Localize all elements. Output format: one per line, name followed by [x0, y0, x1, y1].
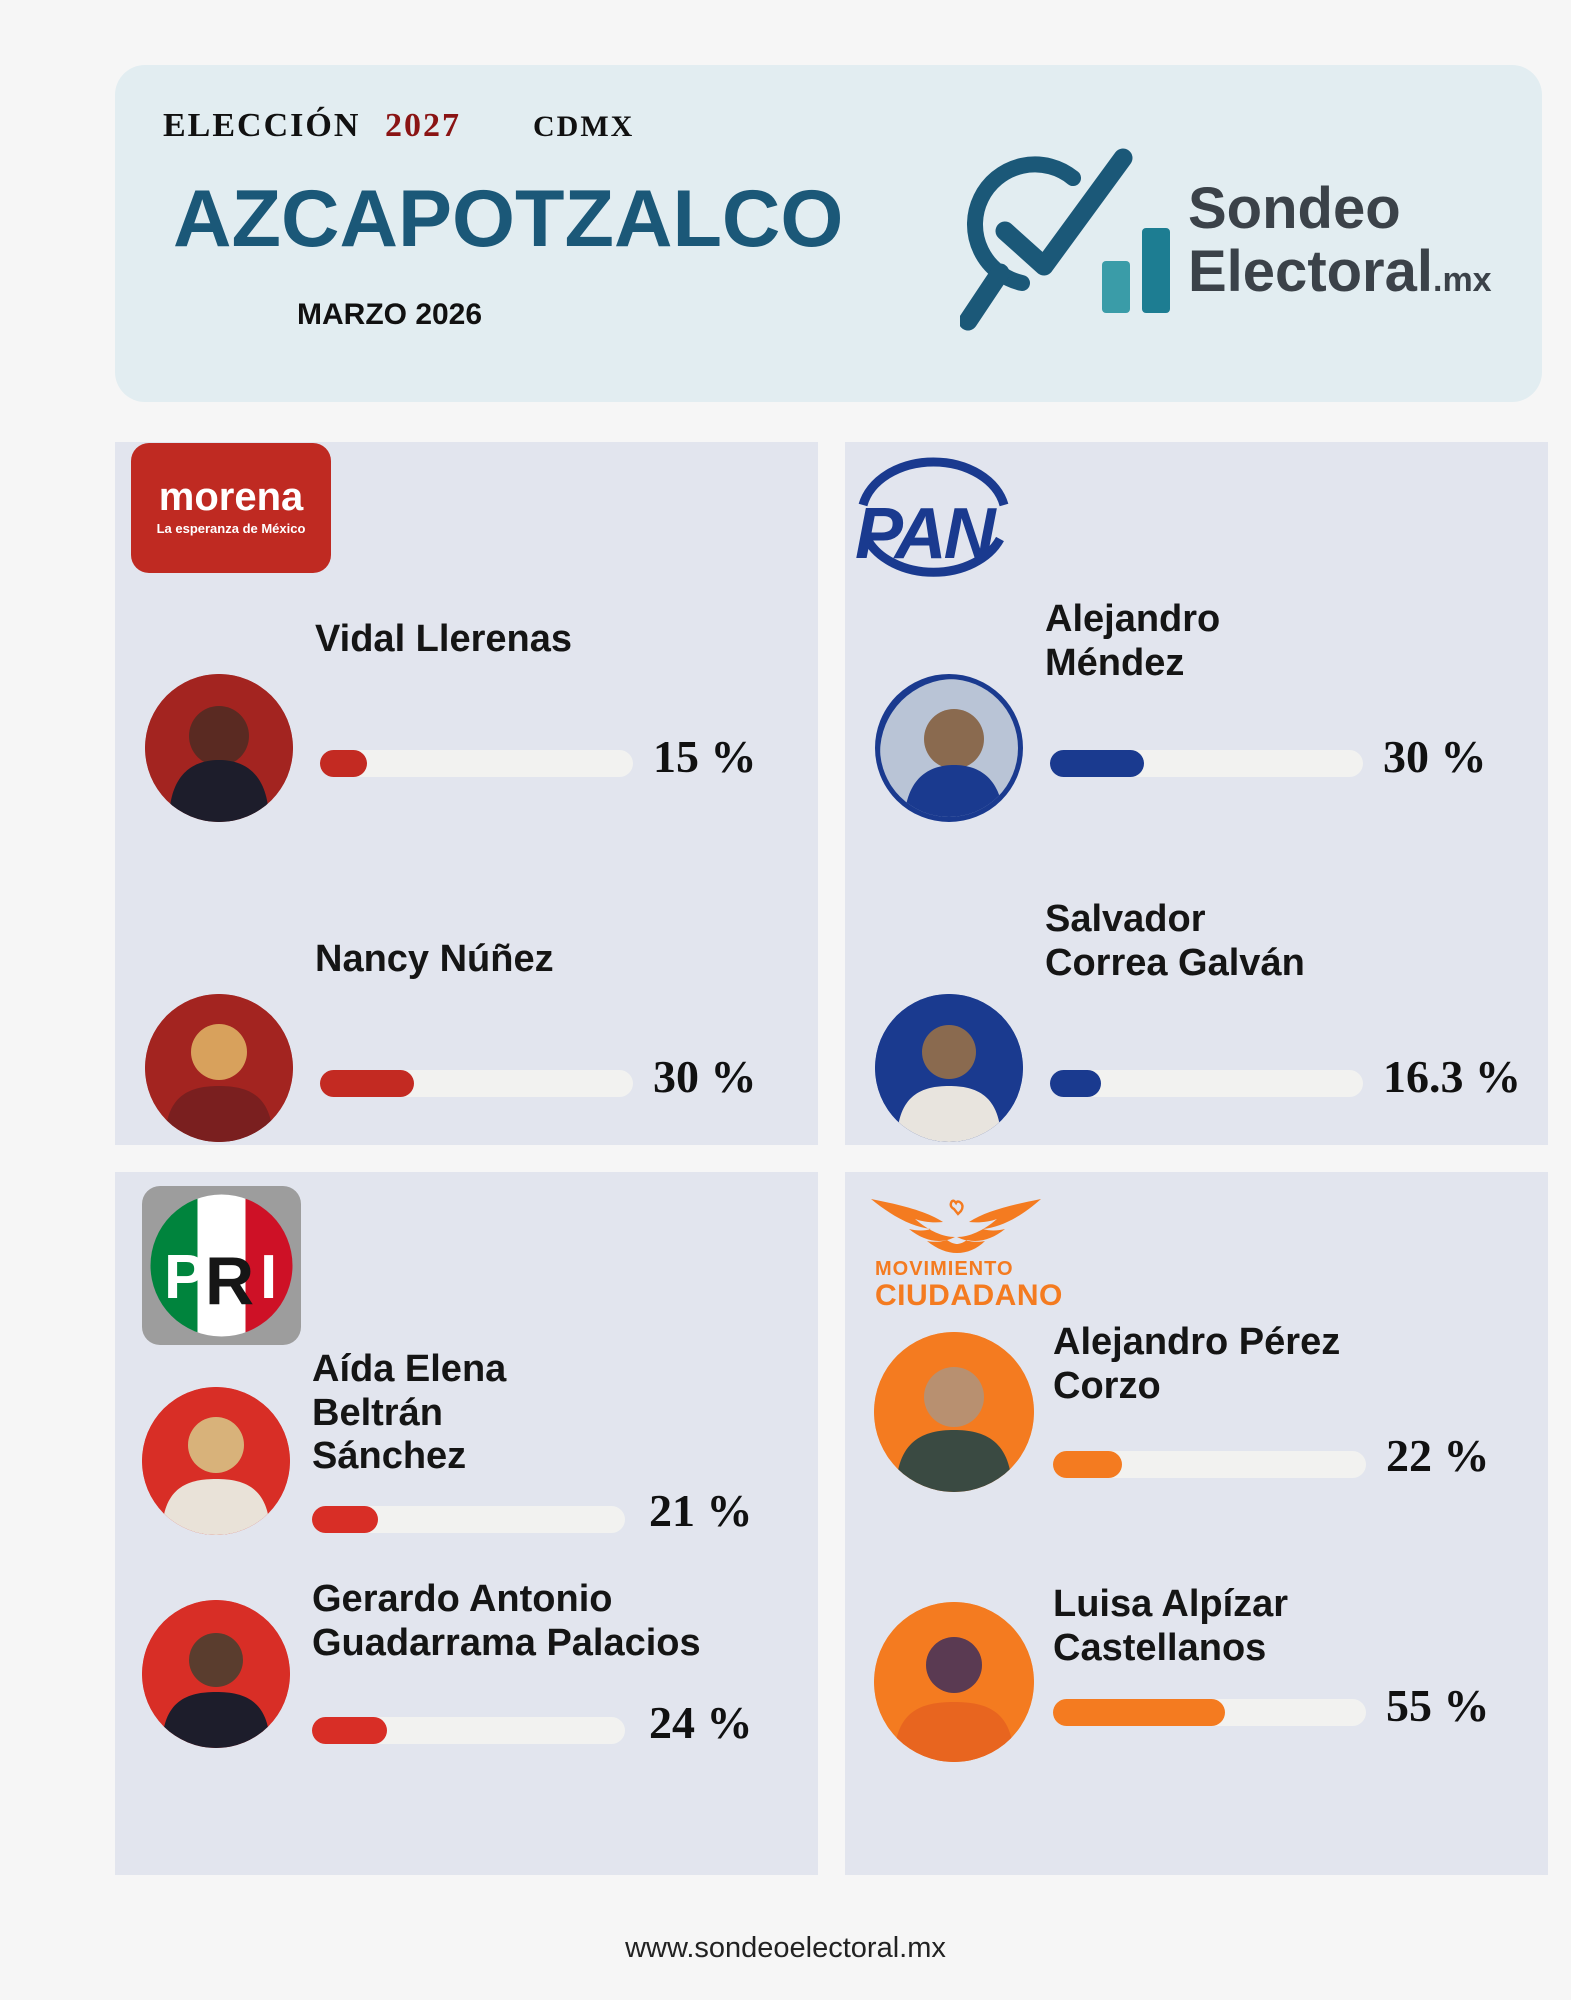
svg-text:P: P — [164, 1243, 205, 1312]
svg-text:R: R — [205, 1243, 254, 1319]
svg-text:I: I — [260, 1243, 277, 1312]
svg-text:Sondeo: Sondeo — [1188, 176, 1401, 241]
svg-text:PAN: PAN — [855, 494, 998, 574]
svg-text:Electoral.mx: Electoral.mx — [1188, 239, 1492, 304]
